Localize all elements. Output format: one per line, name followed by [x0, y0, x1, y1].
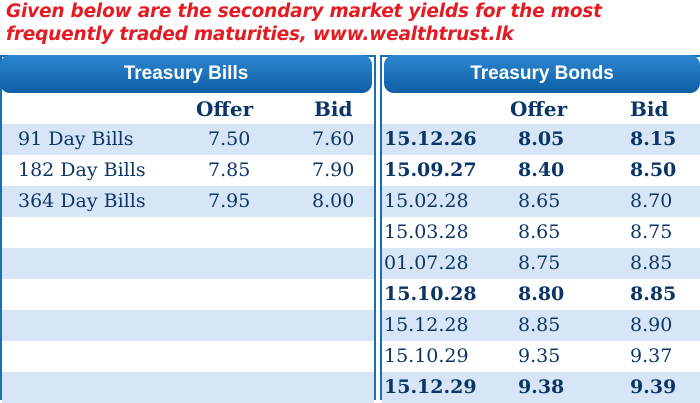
bills-bid-header: Bid: [314, 97, 353, 121]
bonds-offer: 8.40: [518, 159, 565, 181]
bonds-bid: 8.90: [630, 314, 673, 336]
bonds-maturity: 15.10.28: [384, 283, 477, 305]
bonds-offer: 8.75: [518, 252, 561, 274]
bonds-bid-header: Bid: [630, 97, 669, 121]
bonds-bid: 8.85: [630, 252, 673, 274]
bonds-offer: 8.05: [518, 128, 565, 150]
bills-row: 364 Day Bills 7.95 8.00: [2, 186, 374, 217]
bonds-bid: 8.15: [630, 128, 677, 150]
bills-empty-row: [2, 341, 374, 372]
bills-empty-row: [2, 279, 374, 310]
bonds-offer: 8.85: [518, 314, 561, 336]
headline: Given below are the secondary market yie…: [6, 1, 602, 45]
bonds-bid: 8.50: [630, 159, 677, 181]
bonds-row: 15.10.28 8.80 8.85: [382, 279, 700, 310]
bills-row: 182 Day Bills 7.85 7.90: [2, 155, 374, 186]
bonds-row: 01.07.28 8.75 8.85: [382, 248, 700, 279]
bonds-bid: 8.85: [630, 283, 677, 305]
bonds-row: 15.03.28 8.65 8.75: [382, 217, 700, 248]
bills-name: 364 Day Bills: [18, 190, 146, 212]
bills-name: 182 Day Bills: [18, 159, 146, 181]
bills-offer: 7.85: [208, 159, 251, 181]
treasury-bonds-panel: [380, 55, 700, 400]
bonds-row: 15.12.26 8.05 8.15: [382, 124, 700, 155]
bonds-offer: 8.80: [518, 283, 565, 305]
bills-bid: 7.90: [312, 159, 355, 181]
treasury-bonds-header: Treasury Bonds: [384, 55, 700, 93]
bonds-bid: 8.75: [630, 221, 673, 243]
bonds-maturity: 15.03.28: [384, 221, 469, 243]
bills-bid: 8.00: [312, 190, 355, 212]
bills-row: 91 Day Bills 7.50 7.60: [2, 124, 374, 155]
bonds-row: 15.09.27 8.40 8.50: [382, 155, 700, 186]
bonds-maturity: 15.12.29: [384, 376, 477, 398]
bonds-maturity: 15.12.28: [384, 314, 469, 336]
bills-offer-header: Offer: [196, 97, 254, 121]
bonds-row: 15.10.29 9.35 9.37: [382, 341, 700, 372]
bills-offer: 7.50: [208, 128, 251, 150]
bonds-row: 15.12.29 9.38 9.39: [382, 372, 700, 403]
bills-empty-row: [2, 217, 374, 248]
bonds-maturity: 15.12.26: [384, 128, 477, 150]
bonds-offer: 9.38: [518, 376, 565, 398]
treasury-bills-header: Treasury Bills: [0, 55, 372, 93]
bonds-bid: 9.39: [630, 376, 677, 398]
bills-offer: 7.95: [208, 190, 251, 212]
bonds-row: 15.12.28 8.85 8.90: [382, 310, 700, 341]
bonds-row: 15.02.28 8.65 8.70: [382, 186, 700, 217]
bonds-offer-header: Offer: [510, 97, 568, 121]
treasury-bills-panel: [0, 55, 376, 400]
bills-empty-row: [2, 310, 374, 341]
bonds-maturity: 15.02.28: [384, 190, 469, 212]
bonds-maturity: 15.09.27: [384, 159, 477, 181]
bills-empty-row: [2, 372, 374, 403]
bonds-maturity: 15.10.29: [384, 345, 469, 367]
bonds-offer: 9.35: [518, 345, 561, 367]
bonds-bid: 8.70: [630, 190, 673, 212]
bills-bid: 7.60: [312, 128, 355, 150]
bonds-offer: 8.65: [518, 221, 561, 243]
bonds-offer: 8.65: [518, 190, 561, 212]
bonds-maturity: 01.07.28: [384, 252, 469, 274]
bonds-bid: 9.37: [630, 345, 673, 367]
bills-empty-row: [2, 248, 374, 279]
bills-name: 91 Day Bills: [18, 128, 134, 150]
